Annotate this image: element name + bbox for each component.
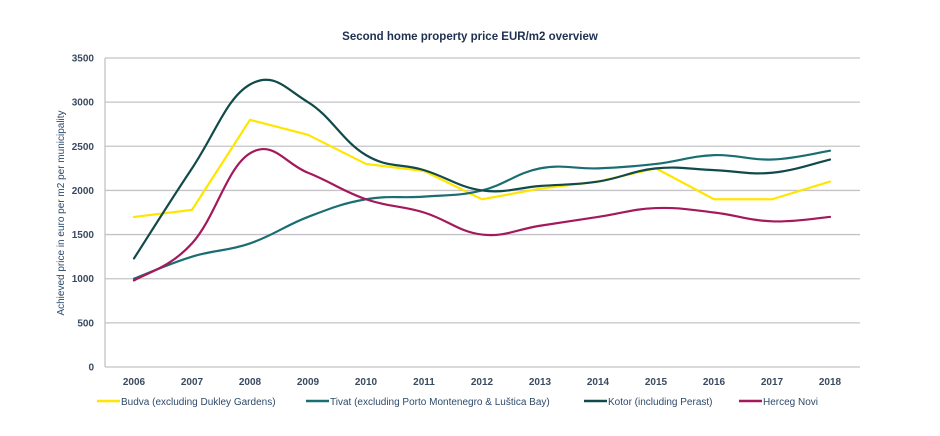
x-tick-label: 2014 [587, 377, 610, 388]
legend-item-tivat: Tivat (excluding Porto Montenegro & Lušt… [306, 397, 550, 408]
y-tick-label: 0 [88, 363, 94, 374]
y-tick-label: 3500 [72, 54, 95, 65]
legend-item-budva: Budva (excluding Dukley Gardens) [97, 397, 276, 408]
x-tick-label: 2013 [529, 377, 552, 388]
gridlines [104, 57, 860, 368]
x-tick-label: 2012 [471, 377, 494, 388]
legend-label: Tivat (excluding Porto Montenegro & Lušt… [330, 397, 550, 408]
legend-label: Herceg Novi [763, 397, 818, 408]
legend-label: Budva (excluding Dukley Gardens) [121, 397, 276, 408]
series-line-herceg [132, 147, 832, 282]
legend: Budva (excluding Dukley Gardens) Tivat (e… [97, 397, 818, 408]
legend-item-kotor: Kotor (including Perast) [584, 397, 713, 408]
x-tick-label: 2009 [297, 377, 320, 388]
x-tick-label: 2006 [123, 377, 146, 388]
x-tick-label: 2016 [703, 377, 726, 388]
y-axis-ticks: 0 500 1000 1500 2000 2500 3000 3500 [72, 54, 95, 374]
series-lines [132, 78, 832, 282]
x-tick-label: 2017 [761, 377, 784, 388]
legend-label: Kotor (including Perast) [608, 397, 713, 408]
y-tick-label: 1500 [72, 230, 95, 241]
y-tick-label: 500 [77, 318, 94, 329]
chart-title: Second home property price EUR/m2 overvi… [342, 31, 598, 43]
y-tick-label: 2000 [72, 186, 95, 197]
x-tick-label: 2007 [181, 377, 204, 388]
series-line-kotor [132, 78, 832, 260]
x-axis-ticks: 2006 2007 2008 2009 2010 2011 2012 2013 2014 2015… [123, 377, 842, 388]
y-axis-label: Achieved price in euro per m2 per munici… [56, 110, 67, 315]
y-tick-label: 2500 [72, 142, 95, 153]
x-tick-label: 2010 [355, 377, 378, 388]
y-tick-label: 1000 [72, 274, 95, 285]
legend-item-herceg: Herceg Novi [739, 397, 818, 408]
x-tick-label: 2008 [239, 377, 262, 388]
x-tick-label: 2018 [819, 377, 842, 388]
x-tick-label: 2011 [413, 377, 435, 388]
y-tick-label: 3000 [72, 98, 95, 109]
series-line-budva [132, 118, 832, 219]
x-tick-label: 2015 [645, 377, 668, 388]
